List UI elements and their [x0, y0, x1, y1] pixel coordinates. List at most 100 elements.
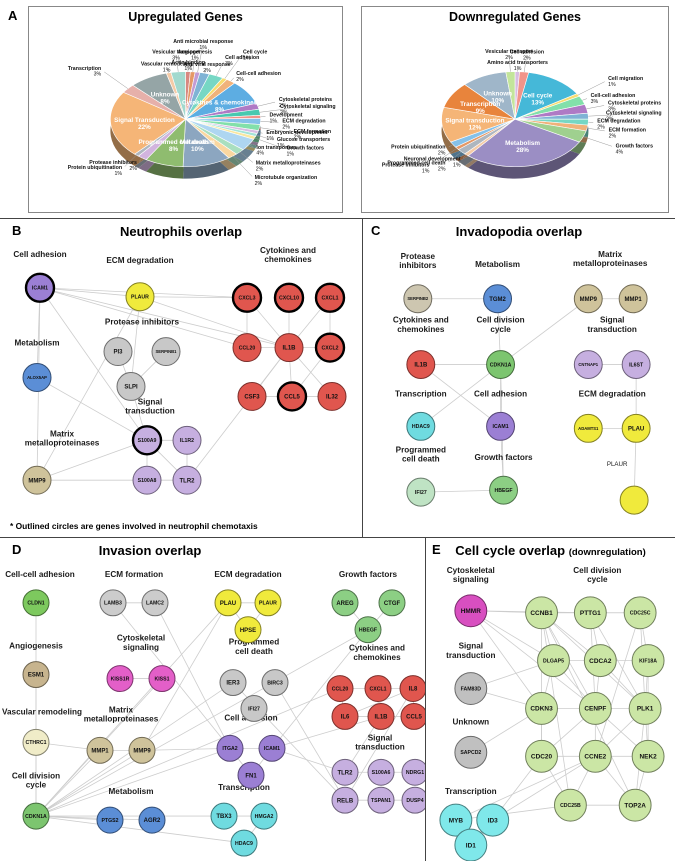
- panel-c: C Invadopodia overlap Protease inhibitors…: [362, 218, 675, 537]
- gene-node-label: CLDN1: [27, 601, 44, 607]
- gene-node-label: NDRG1: [406, 770, 424, 776]
- category-label: PLAUR: [607, 461, 628, 468]
- gene-node: [106, 665, 134, 693]
- category-label: Protease inhibitors: [105, 318, 180, 327]
- gene-node: [22, 465, 52, 495]
- pie-label-leader: [176, 56, 179, 72]
- gene-node-label: ID3: [488, 817, 498, 824]
- network-edge: [344, 688, 414, 801]
- pie-slice-inner-label: Cytokines & chemokines 8%: [182, 99, 258, 113]
- gene-node: [274, 333, 304, 363]
- gene-node-label: CXCL2: [321, 345, 338, 351]
- gene-node: [486, 411, 516, 441]
- gene-node: [573, 350, 603, 379]
- gene-node-label: TGM2: [489, 297, 506, 303]
- pie-label-leader: [204, 69, 207, 74]
- gene-node-label: MMP1: [91, 748, 109, 754]
- gene-node: [96, 806, 124, 834]
- gene-node-label: RELB: [337, 798, 354, 804]
- pie-slice-label: Protease inhibitors 1%: [382, 162, 430, 174]
- gene-node-label: HMGA2: [255, 814, 274, 820]
- category-label: Unknown: [452, 717, 489, 726]
- gene-node: [240, 695, 268, 722]
- gene-node: [476, 803, 510, 837]
- gene-node: [628, 692, 662, 725]
- pie-slice-label: Ion transporters 4%: [256, 145, 296, 157]
- gene-node-label: AGR2: [144, 818, 161, 824]
- panel-d-title: Invasion overlap: [98, 543, 202, 558]
- pie-label-leader: [257, 131, 263, 134]
- gene-node-label: CCL5: [406, 715, 422, 721]
- gene-node-label: HPSE: [240, 628, 256, 634]
- gene-node-label: MMP9: [580, 297, 598, 303]
- gene-node: [326, 675, 354, 702]
- network-edge: [39, 287, 148, 441]
- gene-node: [573, 596, 607, 630]
- pie-label-leader: [248, 144, 254, 148]
- gene-node: [131, 425, 163, 456]
- panel-letter-a: A: [8, 8, 18, 23]
- pie-slice: [467, 118, 580, 167]
- gene-node-label: CXCL10: [279, 296, 299, 302]
- category-label: Programmed cell death: [229, 638, 279, 656]
- pie-label-leader: [239, 151, 253, 163]
- gene-node: [403, 284, 433, 314]
- gene-node-label: PLAU: [628, 426, 644, 432]
- gene-node-label: S100A8: [138, 478, 157, 484]
- pie-label-leader: [523, 56, 527, 72]
- pie-label-leader: [583, 136, 612, 147]
- pie-slice-inner-label: Signal transduction 12%: [445, 117, 504, 131]
- gene-node: [367, 786, 395, 814]
- gene-node: [231, 282, 263, 313]
- pie-label-leader: [197, 46, 203, 73]
- pie-slice-label: ECM formation 2%: [609, 128, 646, 140]
- gene-node-label: ITGA2: [222, 746, 237, 752]
- gene-node-label: CDKN1A: [490, 362, 512, 368]
- gene-node: [138, 806, 166, 834]
- gene-node-label: IL6ST: [629, 362, 644, 368]
- gene-node: [132, 465, 162, 495]
- gene-node: [489, 475, 519, 505]
- category-label: Cytoskeletal signaling: [117, 634, 165, 652]
- pie-slice-inner-label: Cell cycle 13%: [523, 93, 553, 107]
- pie-label-leader: [259, 108, 291, 113]
- gene-node: [439, 803, 473, 837]
- gene-node-label: CDC20: [531, 754, 553, 761]
- category-label: Metabolism: [108, 787, 153, 796]
- gene-node-label: CENPF: [584, 706, 606, 713]
- network-edge: [186, 347, 290, 481]
- gene-node: [261, 669, 289, 697]
- gene-node-label: CTHRC1: [25, 740, 46, 746]
- gene-node-label: TSPAN1: [371, 798, 391, 804]
- gene-node-label: ADAMTS1: [578, 426, 599, 431]
- pie-slice-label: Cytoskeletal proteins 2%: [279, 97, 332, 109]
- pie-slice-label: Transcription 3%: [68, 66, 102, 78]
- pie-slice-inner-label: Programmed cell death 8%: [139, 139, 209, 153]
- gene-node: [237, 761, 265, 789]
- pie-slice-label: Development 1%: [269, 112, 302, 124]
- panel-b: B Neutrophils overlap Cell adhesion ECM d…: [0, 218, 362, 537]
- pie-slice-label: Protein ubiquitination 2%: [391, 145, 446, 157]
- gene-node: [331, 786, 359, 814]
- gene-node-label: PTTG1: [580, 610, 601, 617]
- gene-node: [621, 350, 651, 379]
- gene-node: [24, 272, 56, 303]
- gene-node-label: HDAC9: [412, 424, 430, 430]
- gene-node-label: DUSP4: [406, 798, 423, 804]
- gene-node: [454, 828, 488, 861]
- category-label: Signal transduction: [587, 316, 636, 334]
- gene-node-label: IL1B: [283, 346, 297, 352]
- gene-node-label: CDC25B: [560, 803, 581, 809]
- pie-slice-label: Cytoskeletal signaling 2%: [280, 104, 336, 116]
- gene-node: [250, 802, 278, 830]
- category-label: Transcription: [218, 783, 270, 792]
- gene-node-label: TBX3: [216, 814, 232, 820]
- category-label: Matrix metalloproteinases: [573, 250, 648, 268]
- gene-node-label: PTGS2: [101, 818, 118, 824]
- pie-slice-inner-label: Signal Transduction 22%: [114, 117, 175, 131]
- gene-node-label: HMMR: [461, 608, 481, 615]
- pie-label-leader: [462, 154, 467, 159]
- gene-node-label: PI3: [114, 350, 124, 356]
- gene-node: [237, 381, 267, 411]
- panel-letter-d: D: [12, 542, 22, 557]
